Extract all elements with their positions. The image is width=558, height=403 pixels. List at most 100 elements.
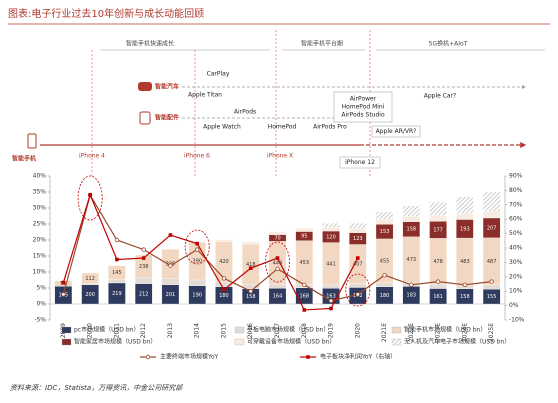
- value-label: 158: [460, 294, 470, 300]
- bar-segment: [108, 279, 126, 284]
- marker: [114, 237, 120, 243]
- highlight: [265, 241, 290, 283]
- row-label: 智能配件: [155, 114, 179, 122]
- marker: [275, 266, 280, 271]
- bar-segment: [134, 254, 153, 279]
- bar-segment: [295, 227, 313, 232]
- row-label: 智能手机: [12, 155, 36, 163]
- marker: [355, 292, 360, 297]
- event: Apple AR/VR?: [376, 128, 417, 135]
- value-label: 177: [433, 227, 443, 233]
- value-label: 448: [273, 260, 283, 266]
- bar-segment: [429, 215, 447, 222]
- bar-segment: [482, 191, 501, 212]
- value-label: 153: [380, 229, 390, 235]
- x-tick-label: 2016: [247, 323, 254, 338]
- legend-label: 无人机及汽车电子市场规模（USD bn）: [404, 338, 510, 346]
- y2-tick-label: 70%: [509, 201, 523, 208]
- value-label: 478: [433, 259, 443, 265]
- marker: [382, 273, 387, 278]
- x-tick-label: 2022E: [408, 323, 415, 342]
- event: iPhone 12: [345, 159, 375, 166]
- value-label: 212: [139, 291, 149, 297]
- y2-tick-label: -10%: [509, 317, 525, 324]
- y2-tick-label: 20%: [509, 273, 523, 280]
- value-label: 112: [85, 276, 95, 282]
- event-box: [371, 125, 421, 138]
- value-label: 180: [380, 293, 390, 299]
- launch-box: [333, 91, 393, 123]
- event-box: [339, 156, 381, 169]
- bar-segment: [161, 278, 180, 285]
- bar-segment: [322, 284, 340, 289]
- value-label: 190: [192, 292, 202, 298]
- value-label: 70: [274, 235, 280, 241]
- x-tick-label: 2025E: [488, 323, 495, 342]
- value-label: 120: [326, 234, 336, 240]
- legend-label: 智能手机市场规模（USD bn）: [404, 326, 486, 334]
- bar-segment: [349, 222, 367, 229]
- marker: [115, 257, 119, 262]
- phone-icon: [27, 133, 37, 149]
- x-tick-label: 2010: [87, 323, 94, 338]
- value-label: 123: [353, 236, 363, 242]
- y2-tick-label: 30%: [509, 259, 523, 266]
- bar-segment: [81, 272, 99, 284]
- x-tick-label: 2011: [113, 323, 120, 338]
- bar-segment: [349, 228, 367, 233]
- value-label: 193: [460, 226, 470, 232]
- value-label: 487: [487, 259, 497, 265]
- marker: [168, 263, 173, 268]
- marker: [302, 308, 307, 312]
- bar-segment: [375, 282, 394, 287]
- event: AirPods Studio: [341, 112, 385, 119]
- highlight: [345, 273, 371, 307]
- value-label: 163: [326, 294, 336, 300]
- value-label: 418: [246, 262, 256, 268]
- event: CarPlay: [207, 71, 230, 78]
- y2-tick-label: 80%: [509, 187, 523, 194]
- value-label: 180: [219, 293, 229, 299]
- bar-segment: [375, 211, 394, 220]
- legend-label: 智能家居市场规模（USD bn）: [74, 338, 156, 346]
- bar-segment: [429, 201, 447, 216]
- marker: [462, 282, 468, 287]
- plot: -5% 0% 5% 10% 15% 20% 25% 30% 35% 40% -10% 0% 10% 20%…: [33, 173, 525, 361]
- phase-label: 智能手机快速成长: [126, 40, 174, 48]
- x-tick-label: 2013: [167, 323, 174, 338]
- value-label: 158: [246, 294, 256, 300]
- x-tick-label: 2014: [194, 323, 201, 338]
- event: Apple Car?: [424, 93, 457, 100]
- value-label: 164: [273, 294, 283, 300]
- event: AirPods: [234, 109, 256, 116]
- legend-swatch: [391, 326, 402, 334]
- x-tick-label: 2012: [140, 323, 147, 338]
- x-tick-label: 2019: [328, 323, 335, 338]
- event: AirPods Pro: [313, 124, 347, 131]
- y2-tick-label: 40%: [509, 245, 523, 252]
- value-label: 390: [192, 259, 202, 265]
- marker: [61, 292, 66, 297]
- phase-label: 智能手机平台期: [301, 40, 343, 48]
- value-label: 407: [353, 262, 363, 268]
- marker: [409, 282, 414, 287]
- marker: [61, 280, 66, 285]
- y-tick-label: 10%: [33, 269, 47, 276]
- marker: [435, 279, 441, 284]
- marker: [221, 276, 227, 281]
- legend-swatch: [61, 338, 72, 346]
- value-label: 158: [407, 227, 417, 233]
- bar-segment: [482, 211, 501, 219]
- event: Apple Watch: [203, 124, 241, 131]
- y-tick-label: 20%: [33, 237, 47, 244]
- value-label: 155: [487, 294, 497, 300]
- value-label: 95: [301, 234, 307, 240]
- bar-segment: [215, 239, 233, 242]
- y-tick-label: 30%: [33, 205, 47, 212]
- value-label: 183: [407, 293, 417, 299]
- legend-swatch: [234, 338, 245, 346]
- legend-swatch: [234, 326, 245, 334]
- bar-segment: [134, 277, 153, 284]
- marker: [141, 247, 146, 252]
